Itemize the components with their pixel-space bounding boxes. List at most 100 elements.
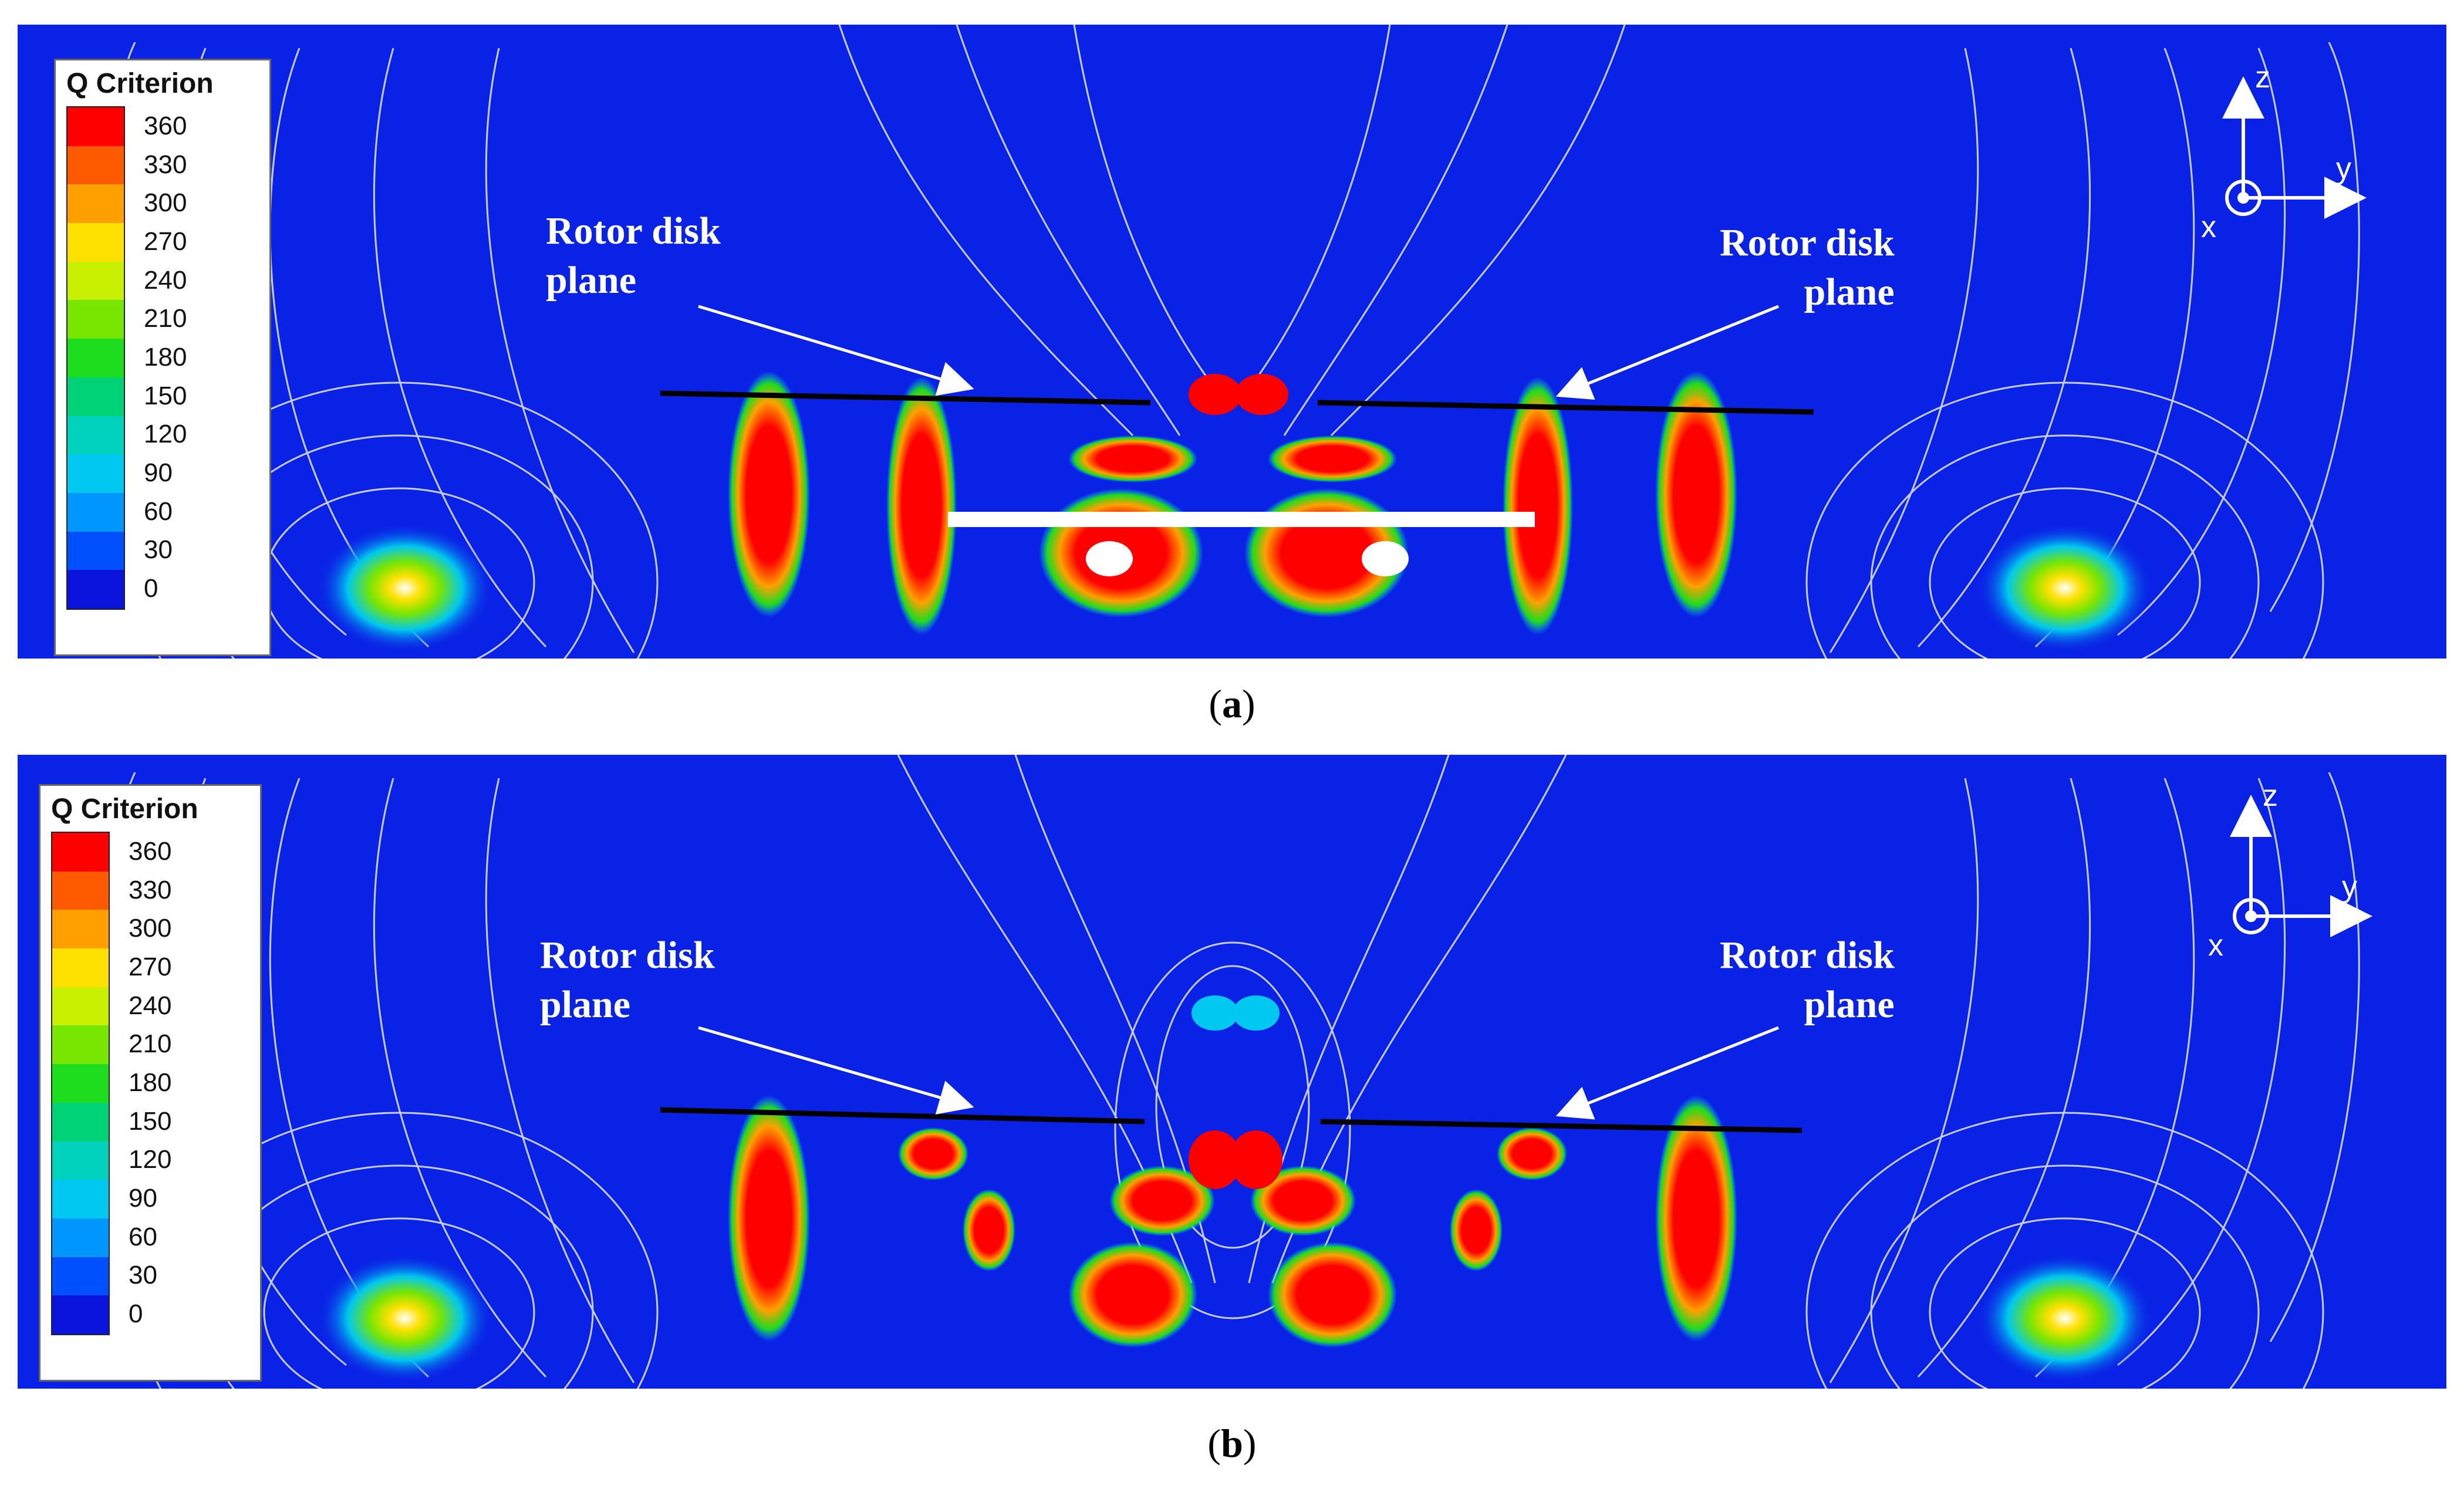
legend-label: 150 [129, 1106, 172, 1136]
legend-label: 30 [129, 1261, 157, 1290]
axis-triad-a [2222, 76, 2367, 219]
legend-bar-a [66, 106, 125, 610]
fuselage-a [948, 512, 1535, 527]
legend-swatch [52, 1025, 109, 1065]
legend-swatch [52, 1295, 109, 1335]
annotation-line1: Rotor disk [540, 934, 715, 977]
legend-swatch [67, 454, 124, 494]
legend-swatch [52, 910, 109, 949]
annotation-rotor-right-b: Rotor disk plane [1720, 931, 1895, 1029]
vortex-structures-a [728, 371, 1737, 635]
annotation-line1: Rotor disk [1720, 221, 1895, 264]
legend-label: 60 [129, 1222, 157, 1251]
legend-label: 60 [144, 497, 173, 526]
legend-label: 330 [144, 150, 187, 179]
legend-swatch [67, 570, 124, 609]
legend-title-a: Q Criterion [66, 68, 214, 99]
axis-label-x-a: x [2201, 210, 2216, 244]
legend-swatch [52, 1141, 109, 1180]
legend-label: 300 [144, 188, 187, 218]
streamlines-b [104, 755, 2360, 1389]
legend-swatch [67, 261, 124, 300]
legend-swatch [67, 492, 124, 532]
legend-label: 210 [129, 1029, 172, 1059]
legend-label: 270 [144, 227, 187, 256]
legend-label: 330 [129, 875, 172, 904]
arrow-left-b [698, 1026, 974, 1115]
legend-swatch [52, 833, 109, 872]
annotation-line2: plane [1804, 271, 1895, 313]
legend-label: 210 [144, 304, 187, 333]
annotation-line1: Rotor disk [1720, 934, 1895, 977]
legend-label: 120 [129, 1145, 172, 1174]
contour-panel-b: Q Criterion 360 330 300 270 240 210 180 150 120 9… [18, 755, 2446, 1389]
arrow-left-a [698, 305, 974, 396]
contour-panel-a: Q Criterion 360 330 300 270 240 210 180 150 120 9… [18, 25, 2446, 659]
annotation-line1: Rotor disk [546, 210, 721, 252]
legend-swatch [67, 531, 124, 570]
annotation-line2: plane [540, 983, 631, 1026]
legend-label: 240 [144, 265, 187, 295]
legend-swatch [52, 1218, 109, 1257]
legend-bar-b [51, 832, 110, 1335]
axis-label-x-b: x [2208, 928, 2223, 963]
axis-label-y-b: y [2342, 870, 2357, 904]
legend-swatch [52, 948, 109, 988]
streamlines-a [104, 25, 2360, 659]
legend-swatch [52, 987, 109, 1026]
axis-label-z-b: z [2263, 779, 2278, 813]
vortex-core-left-b [317, 1254, 493, 1383]
vortex-structures-b [728, 995, 1737, 1348]
legend-label: 30 [144, 535, 173, 565]
legend-label: 0 [144, 574, 158, 603]
legend-label: 180 [144, 343, 187, 372]
legend-label: 360 [129, 836, 172, 866]
legend-swatch [52, 1257, 109, 1296]
rotor-disk-line-left-b [660, 1107, 1145, 1125]
caption-a: (a) [1209, 681, 1255, 726]
legend-title-b: Q Criterion [51, 794, 198, 825]
legend-swatch [52, 1102, 109, 1142]
legend-swatch [67, 377, 124, 416]
annotation-rotor-left-b: Rotor disk plane [540, 931, 715, 1029]
legend-label: 90 [129, 1184, 157, 1213]
vortex-core-left-a [317, 524, 493, 653]
legend-label: 300 [129, 914, 172, 943]
legend-label: 360 [144, 111, 187, 140]
annotation-line2: plane [546, 259, 637, 302]
legend-swatch [67, 146, 124, 185]
annotation-line2: plane [1804, 983, 1895, 1026]
axis-triad-b [2230, 795, 2372, 937]
axis-label-z-a: z [2255, 60, 2270, 94]
legend-label: 240 [129, 991, 172, 1020]
legend-swatch [67, 300, 124, 339]
arrow-right-b [1555, 1026, 1779, 1120]
q-criterion-field-a [104, 25, 2367, 659]
annotation-rotor-right-a: Rotor disk plane [1720, 218, 1895, 317]
legend-label: 180 [129, 1068, 172, 1097]
legend-label: 270 [129, 952, 172, 981]
legend-label: 150 [144, 381, 187, 410]
legend-swatch [52, 871, 109, 910]
q-criterion-field-b [104, 755, 2372, 1389]
arrow-right-a [1555, 305, 1779, 400]
rotor-disk-line-right-a [1317, 400, 1814, 415]
legend-swatch [52, 1064, 109, 1103]
vortex-core-right-a [1977, 524, 2153, 653]
legend-swatch [52, 1180, 109, 1219]
legend-swatch [67, 184, 124, 224]
rotor-disk-line-right-b [1320, 1119, 1803, 1133]
caption-b: (b) [1207, 1421, 1257, 1466]
legend-label: 120 [144, 420, 187, 449]
annotation-rotor-left-a: Rotor disk plane [546, 207, 721, 305]
legend-label: 90 [144, 458, 173, 488]
color-legend-a: Q Criterion 360 330 300 270 240 210 180 150 120 9… [54, 59, 271, 656]
vortex-core-right-b [1977, 1254, 2153, 1383]
legend-swatch [67, 223, 124, 262]
legend-swatch [67, 416, 124, 455]
color-legend-b: Q Criterion 360 330 300 270 240 210 180 150 120 9… [39, 784, 262, 1382]
rotor-disk-line-left-a [660, 390, 1151, 406]
legend-swatch [67, 339, 124, 378]
legend-swatch [67, 107, 124, 146]
legend-label: 0 [129, 1299, 143, 1329]
